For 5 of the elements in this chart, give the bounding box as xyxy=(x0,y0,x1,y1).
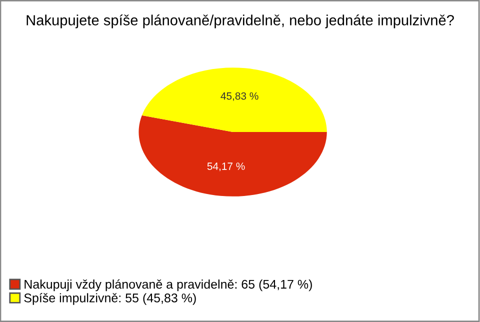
legend-label: Nakupuji vždy plánovaně a pravidelně: 65 (54,17 %) xyxy=(24,279,312,292)
data-label: 45,83 % xyxy=(220,92,258,101)
data-label: 54,17 % xyxy=(207,162,245,172)
chart-title: Nakupujete spíše plánovaně/pravidelně, nebo jednáte impulzivně? xyxy=(26,14,454,28)
legend-label: Spíše impulzivně: 55 (45,83 %) xyxy=(24,293,196,305)
